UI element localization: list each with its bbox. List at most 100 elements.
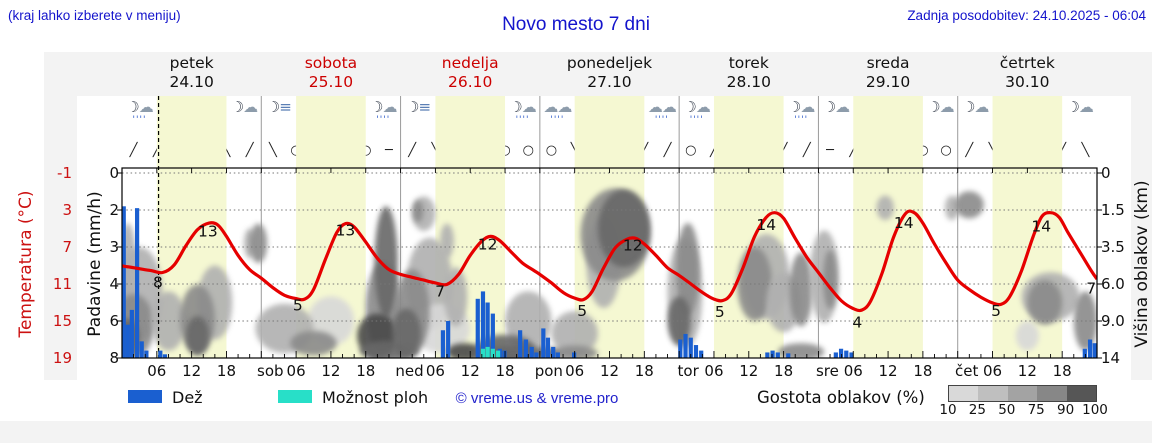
temperature-tick-label: 7 [62,238,72,256]
day-date: 29.10 [865,73,911,91]
precip-tick-label: 6 [109,312,119,330]
day-header: četrtek 30.10 [958,54,1097,94]
density-scale-value: 25 [968,402,986,418]
temperature-value-label: 14 [756,216,776,234]
moon-cloud-icon: ☽☁ [923,97,958,137]
copyright-link[interactable]: © vreme.us & vreme.pro [455,390,619,407]
wind-barb-icon: ╲ [1081,143,1090,158]
x-hour-label: 06 [425,362,445,380]
moon-glyph: ☽ [230,98,244,116]
x-hour-label: 18 [495,362,515,380]
wind-barb-icon: ╱ [408,143,417,158]
moon-cloud-icon: ☽☁ [818,97,853,137]
wind-barb-icon: ╱ [802,143,811,158]
day-date: 26.10 [448,73,493,91]
wind-barb-icon: ╲ [431,143,440,158]
day-header: sobota 25.10 [261,54,400,94]
x-hour-label: 12 [182,362,202,380]
density-scale-segment [949,386,979,401]
day-date: 30.10 [1005,73,1050,91]
precip-tick-label: 3 [109,238,119,256]
temperature-value-label: 5 [577,302,587,320]
density-scale-segment [1066,386,1097,401]
cloud-glyph: ☁ [243,98,258,116]
rain-bar [833,352,838,358]
x-hour-label: 12 [460,362,480,380]
rain-bar [1087,339,1093,358]
cloud-glyph: ☁ [138,98,154,116]
cloud-blob [412,200,424,223]
moon-cloud-icon: ☽☁ [1062,97,1097,137]
cloud-blob [789,252,813,327]
moon-glyph: ☽ [822,98,836,116]
rain-bar [480,291,486,358]
rain-bar [555,352,560,358]
rain-bar [678,339,683,358]
wind-barb-icon: ╲ [268,143,277,158]
cloud-blob [290,330,337,356]
shower-bar [495,350,501,358]
moon-glyph: ☽ [266,98,280,116]
cloud-blob [440,223,454,259]
day-name: nedelja [441,54,499,72]
cloud-height-tick-label: 14 [1101,349,1121,367]
last-update-text: Zadnja posodobitev: 24.10.2025 - 06:04 [907,8,1146,23]
rain-bars [122,206,1097,358]
cloud-glyph: ☁ [557,98,572,116]
rain-bar [485,302,490,358]
cloud-blob [1015,321,1039,351]
moon-glyph: ☽ [370,98,383,116]
density-scale-value: 100 [1082,402,1108,418]
x-hour-label: 06 [843,362,863,380]
temperature-tick-label: -1 [57,164,72,182]
rain-bar [693,345,699,358]
moon-cloud-rain-icon: ☽☁ '''' [679,97,714,137]
x-day-abbrev-label: sre [815,362,839,380]
cloud-height-tick-label: 6.0 [1101,275,1125,293]
x-hour-label: 18 [1052,362,1072,380]
cloud-blob [597,189,651,268]
cloud-blob [374,206,398,318]
rain-bar [688,337,693,358]
fog-glyph: ≡ [418,98,432,116]
right-axis-strip [1131,52,1152,380]
wind-barb-icon: ─ [385,143,393,158]
moon-cloud-rain-icon: ☽☁ '''' [122,97,157,137]
wind-barb-icon: ╱ [152,143,161,158]
day-header-band [44,52,1134,96]
precip-tick-label: 0 [109,164,119,182]
cloud-glyph: ☁ [835,98,850,116]
x-hour-label: 06 [565,362,585,380]
day-name: četrtek [999,54,1055,72]
rain-legend-label: Dež [172,388,203,407]
cloud-glyph: ☁ [695,98,711,116]
wind-barb-icon: ╲ [570,143,579,158]
temperature-tick-label: 19 [52,349,72,367]
rain-bar [122,206,126,358]
cloud-blob [551,311,598,356]
x-hour-label: 06 [147,362,167,380]
page-title: Novo mesto 7 dni [502,14,650,35]
rain-legend-swatch [128,390,162,403]
rain-bar [1092,343,1097,358]
x-day-abbrev-label: tor [677,362,699,380]
day-date: 25.10 [308,73,354,91]
rain-bar [475,298,480,358]
day-header: nedelja 26.10 [401,54,540,94]
wind-barb-icon: ╱ [965,143,974,158]
wind-barb-icon: ╱ [245,143,254,158]
rain-marks: '''' [515,115,530,125]
shower-bar [480,348,486,358]
moon-glyph: ☽ [1066,98,1079,116]
cloud-glyph: ☁ [647,98,663,116]
moon-cloud-icon: ☽☁ [958,97,993,137]
wind-barb-icon: ○ [290,143,302,158]
temperature-tick-label: 11 [52,275,72,293]
density-scale-value: 75 [1027,402,1045,418]
x-hour-label: 06 [286,362,306,380]
rain-marks: '''' [376,115,391,125]
cloud-rain-icon: ☁☁'''' [644,97,679,137]
wind-barb-icon: ○ [685,143,697,158]
